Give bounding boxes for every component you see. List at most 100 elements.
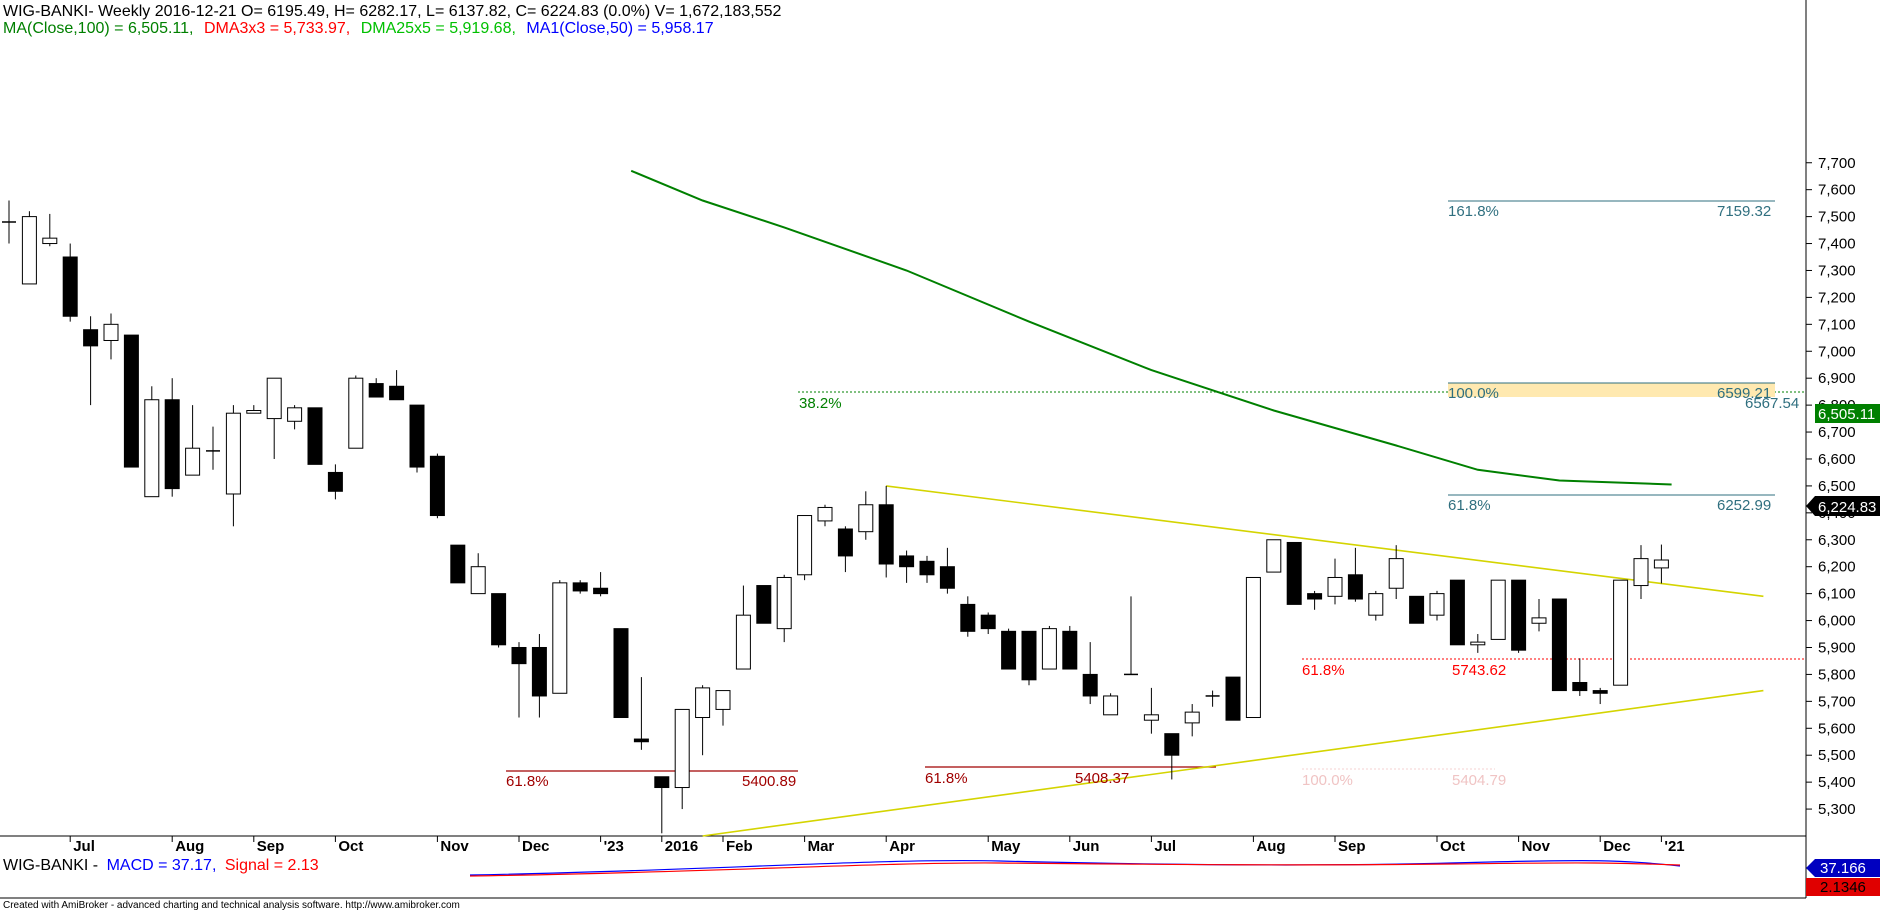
candle-body xyxy=(429,455,445,517)
candle xyxy=(980,612,996,635)
x-tick-label: Sep xyxy=(1338,838,1366,855)
candle xyxy=(1449,579,1465,646)
fib-6567-54: 6567.54 xyxy=(1745,395,1799,412)
y-tick-label: 7,400 xyxy=(1818,236,1856,253)
candle xyxy=(776,574,792,643)
ma100-price-badge: 6,505.11 xyxy=(1815,404,1880,423)
candle xyxy=(1592,687,1608,705)
fib-6599-21: 6599.21 xyxy=(1717,385,1771,402)
candle-body xyxy=(511,646,527,665)
candle xyxy=(960,596,976,637)
candle xyxy=(103,313,119,360)
x-tick-label: Jul xyxy=(73,838,95,855)
candle xyxy=(1388,545,1404,600)
fib-161-8: 161.8% xyxy=(1448,203,1499,220)
x-tick-label: Aug xyxy=(1256,838,1285,855)
candle-body xyxy=(1653,559,1669,569)
candle-body xyxy=(491,593,507,646)
candle xyxy=(450,544,466,584)
fib-38-2: 38.2% xyxy=(799,395,842,412)
candle xyxy=(491,593,507,648)
y-tick-label: 6,300 xyxy=(1818,532,1856,549)
candle-body xyxy=(103,323,119,341)
candle xyxy=(123,334,139,468)
candle-body xyxy=(735,614,751,670)
candle xyxy=(470,553,486,595)
candle xyxy=(62,243,78,322)
y-tick-label: 6,500 xyxy=(1818,478,1856,495)
x-tick-label: Dec xyxy=(1603,838,1631,855)
candle xyxy=(695,685,711,756)
candle-body xyxy=(572,582,588,592)
candle-body xyxy=(1592,690,1608,694)
candle-body xyxy=(817,506,833,522)
candle xyxy=(389,370,405,401)
trendlines xyxy=(702,485,1764,837)
candle-body xyxy=(1613,579,1629,686)
candle-body xyxy=(1511,579,1527,651)
candle xyxy=(1572,658,1588,696)
candlesticks xyxy=(2,200,1669,834)
candle-body xyxy=(1347,574,1363,600)
candle-body xyxy=(1633,558,1649,587)
candle xyxy=(817,504,833,527)
candle xyxy=(1551,598,1567,692)
candle-body xyxy=(939,566,955,589)
y-tick-label: 6,700 xyxy=(1818,424,1856,441)
candle xyxy=(1347,547,1363,602)
candle xyxy=(1245,576,1261,719)
signal-badge: 2.1346 xyxy=(1806,878,1880,896)
macd-line xyxy=(469,859,1681,876)
candle xyxy=(1205,690,1220,707)
candle-body xyxy=(1368,593,1384,616)
y-tick-label: 5,600 xyxy=(1818,720,1856,737)
candle-body xyxy=(593,587,609,595)
candle xyxy=(735,585,751,670)
candle-body xyxy=(899,555,915,568)
fib-100-faded: 100.0% xyxy=(1302,772,1353,789)
ma100-line xyxy=(630,169,1672,486)
y-tick-label: 6,600 xyxy=(1818,451,1856,468)
y-tick-label: 6,200 xyxy=(1818,559,1856,576)
candle xyxy=(919,555,935,583)
candle-body xyxy=(756,585,772,624)
candle-body xyxy=(307,407,323,465)
x-tick-label: Jul xyxy=(1154,838,1176,855)
candle-body xyxy=(327,471,343,492)
fib-100-0: 100.0% xyxy=(1448,385,1499,402)
x-tick-label: '23 xyxy=(604,838,624,855)
signal-line xyxy=(469,862,1681,877)
fib-5408-37: 5408.37 xyxy=(1075,770,1129,787)
candle-body xyxy=(470,566,486,595)
candle-body xyxy=(1062,630,1078,670)
candle-body xyxy=(980,614,996,630)
candle-body xyxy=(185,447,201,476)
candle xyxy=(572,580,588,594)
x-tick-label: Nov xyxy=(440,838,469,855)
fib-7159-32: 7159.32 xyxy=(1717,203,1771,220)
candle xyxy=(1021,630,1037,686)
y-tick-label: 7,700 xyxy=(1818,155,1856,172)
x-tick-label: Oct xyxy=(1440,838,1465,855)
candle-body xyxy=(62,256,78,317)
y-tick-label: 6,100 xyxy=(1818,586,1856,603)
candle-body xyxy=(21,216,37,285)
candle-body xyxy=(164,399,180,490)
x-tick-label: '21 xyxy=(1664,838,1684,855)
candle xyxy=(939,547,955,594)
candle xyxy=(1041,625,1057,670)
candle xyxy=(307,407,323,465)
x-tick-label: Jun xyxy=(1073,838,1100,855)
candle xyxy=(21,211,37,285)
y-tick-label: 6,900 xyxy=(1818,370,1856,387)
candle-body xyxy=(1490,579,1506,640)
x-tick-label: Aug xyxy=(175,838,204,855)
fib-61-8-red: 61.8% xyxy=(1302,662,1345,679)
candle-body xyxy=(287,407,303,422)
y-tick-label: 5,700 xyxy=(1818,693,1856,710)
close-price-badge: 6,224.83 xyxy=(1806,496,1880,516)
candle xyxy=(185,405,201,476)
candle xyxy=(206,426,220,470)
fib-zone-100 xyxy=(1448,383,1775,397)
